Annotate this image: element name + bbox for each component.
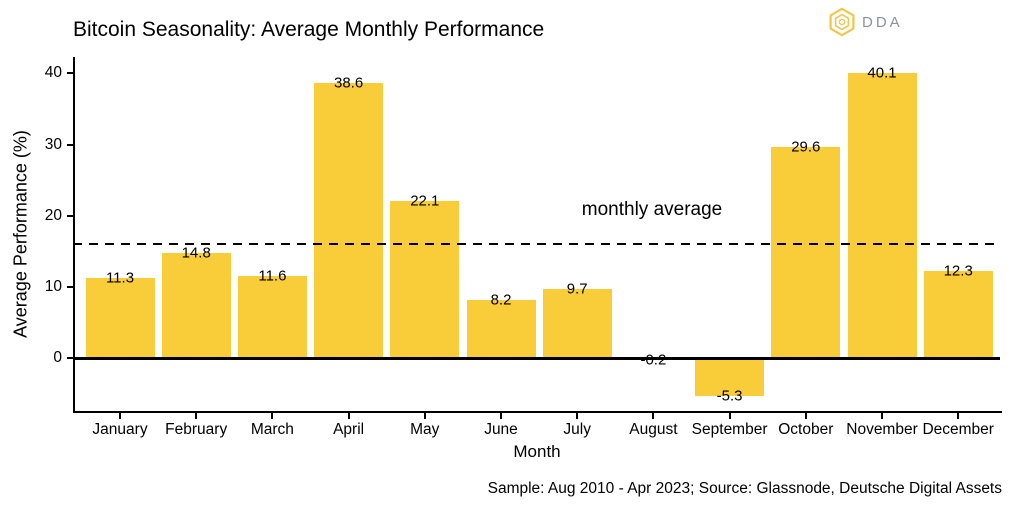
bar-value-label: 9.7 (566, 280, 588, 298)
y-axis-title: Average Performance (%) (10, 130, 31, 338)
x-tick-label-september: September (691, 421, 768, 438)
x-tick (804, 413, 807, 419)
y-tick-label: 20 (44, 206, 62, 224)
x-tick (195, 413, 198, 419)
zero-baseline (75, 356, 1000, 360)
hexagon-logo-icon (829, 7, 855, 37)
bar-value-label: 29.6 (791, 138, 821, 156)
x-tick (500, 413, 502, 419)
dda-logo-text: DDA (862, 13, 903, 31)
bar-value-label: 40.1 (867, 64, 897, 82)
x-tick (652, 413, 655, 419)
bar-september (695, 358, 765, 397)
y-tick-label: 10 (44, 278, 62, 296)
bar-april (314, 83, 384, 359)
x-tick-label-october: October (778, 421, 834, 438)
bar-value-label: -5.3 (716, 387, 743, 405)
bar-value-label: 38.6 (333, 74, 364, 92)
bar-june (466, 299, 536, 359)
bar-value-label: 22.1 (410, 192, 440, 210)
x-tick-label-march: March (250, 421, 294, 438)
bar-july (542, 289, 612, 359)
x-tick-label-february: February (165, 421, 228, 438)
bar-october (771, 147, 841, 359)
y-axis-line (73, 57, 75, 413)
bar-march (237, 275, 307, 359)
x-tick-label-august: August (629, 421, 678, 438)
bar-january (85, 277, 155, 359)
source-caption: Sample: Aug 2010 - Apr 2023; Source: Gla… (487, 480, 1002, 497)
bar-value-label: 8.2 (490, 291, 512, 309)
bar-value-label: -0.2 (640, 351, 667, 369)
monthly-average-line (73, 242, 1000, 246)
x-tick (576, 413, 579, 419)
y-tick (67, 143, 73, 146)
bar-value-label: 11.3 (105, 269, 135, 287)
y-tick (67, 286, 73, 289)
x-tick (271, 413, 274, 419)
bar-value-label: 12.3 (943, 262, 973, 280)
y-tick (67, 214, 73, 217)
x-tick (423, 413, 426, 419)
y-tick-label: 0 (53, 349, 62, 367)
x-tick (881, 413, 883, 419)
bar-may (390, 200, 460, 359)
reference-line-label: monthly average (581, 199, 723, 220)
bar-value-label: 14.8 (181, 244, 211, 262)
y-tick-label: 30 (44, 135, 62, 153)
y-tick-label: 40 (44, 64, 62, 82)
y-tick (67, 357, 73, 360)
x-tick (119, 413, 121, 419)
x-tick-label-december: December (922, 421, 994, 438)
x-tick (957, 413, 960, 419)
chart-title: Bitcoin Seasonality: Average Monthly Per… (73, 18, 545, 41)
x-tick-label-november: November (846, 421, 918, 438)
x-tick-label-january: January (92, 421, 148, 438)
x-tick-label-may: May (410, 421, 440, 438)
x-axis-title: Month (513, 442, 561, 461)
x-tick-label-july: July (563, 421, 591, 438)
x-axis-line (73, 411, 1002, 413)
x-tick (347, 413, 350, 419)
bar-february (161, 252, 231, 359)
x-tick (728, 413, 731, 419)
dda-logo: DDA (827, 7, 903, 37)
bar-december (923, 270, 993, 359)
bar-november (847, 72, 917, 359)
bar-value-label: 11.6 (258, 267, 287, 285)
x-tick-label-april: April (333, 421, 365, 438)
x-tick-label-june: June (484, 421, 518, 438)
y-tick (67, 72, 73, 75)
